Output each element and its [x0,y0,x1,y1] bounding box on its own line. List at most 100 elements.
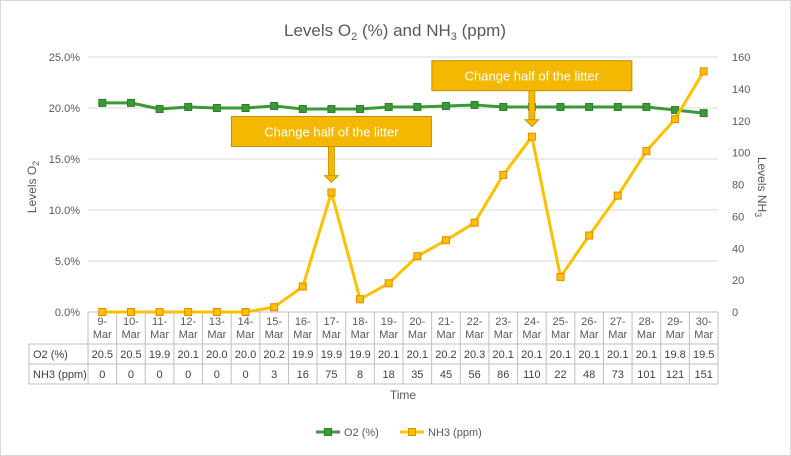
data-point-marker [642,102,651,111]
x-tick-label-month: Mar [207,329,226,341]
data-point-marker [671,106,680,115]
y-right-tick-label: 140 [732,84,750,96]
legend-marker [324,428,332,436]
x-tick-label: 29-Mar [666,316,685,341]
table-cell: 73 [612,369,624,381]
x-tick-label: 30-Mar [694,316,713,341]
x-tick-label-month: Mar [265,329,284,341]
x-tick-label-day: 26- [581,316,597,328]
x-tick-label-month: Mar [322,329,341,341]
x-tick-label-day: 17- [323,316,339,328]
table-cell: 19.5 [693,349,714,361]
data-point-marker [184,102,193,111]
data-point-marker [613,102,622,111]
table-row-label: O2 (%) [33,349,68,361]
callout-text: Change half of the litter [264,124,399,139]
data-point-marker [298,282,307,291]
data-point-marker [470,218,479,227]
y-right-tick-label: 0 [732,307,738,319]
x-tick-label: 11-Mar [150,316,169,341]
callout-arrow-head [323,175,340,184]
table-cell: 0 [242,369,248,381]
table-cell: 110 [523,369,541,381]
table-cell: 121 [666,369,684,381]
table-cell: 19.9 [292,349,313,361]
table-cell: 20.1 [521,349,542,361]
x-tick-label: 13-Mar [207,316,226,341]
x-tick-label-month: Mar [408,329,427,341]
x-tick-label-month: Mar [150,329,169,341]
y-right-tick-label: 100 [732,148,750,160]
series-lines [98,67,708,316]
table-cell: 75 [325,369,337,381]
x-tick-label-day: 12- [180,316,196,328]
data-point-marker [556,102,565,111]
y-axis-right: 0 20 40 60 80 100 120 140 160 [732,52,750,319]
data-point-marker [298,105,307,114]
table-cell: 19.9 [349,349,370,361]
callout-box [230,115,432,147]
data-point-marker [499,170,508,179]
table-cell: 20.1 [578,349,599,361]
data-point-marker [527,132,536,141]
x-tick-label: 22-Mar [465,316,484,341]
data-point-marker [413,252,422,261]
table-cell: 20.1 [636,349,657,361]
x-tick-label: 18-Mar [351,316,370,341]
legend-marker [408,428,416,436]
table-cell: 35 [411,369,423,381]
table-cell: 20.1 [493,349,514,361]
x-tick-label-day: 19- [381,316,397,328]
x-tick-label-day: 9- [97,316,107,328]
legend-item: O2 (%) [316,427,379,439]
table-cell: 20.1 [607,349,628,361]
x-axis-label: Time [390,388,417,402]
table-cell: 20.1 [178,349,199,361]
callout-arrow-head [523,119,540,128]
y-left-tick-label: 10.0% [49,205,80,217]
x-tick-label: 9-Mar [93,316,112,341]
data-point-marker [327,188,336,197]
x-tick-label-month: Mar [522,329,541,341]
data-point-marker [356,105,365,114]
table-cell: 19.8 [664,349,685,361]
data-point-marker [98,98,107,107]
data-point-marker [126,308,135,316]
table-cell: 0 [99,369,105,381]
x-tick-label-month: Mar [494,329,513,341]
callout-box [431,60,633,92]
callout-text: Change half of the litter [465,69,600,84]
data-point-marker [155,308,164,316]
legend-item: NH3 (ppm) [400,427,482,439]
data-point-marker [613,191,622,200]
x-tick-label-month: Mar [637,329,656,341]
table-cell: 20.5 [92,349,113,361]
x-tick-label-day: 16- [295,316,311,328]
x-tick-label-day: 27- [610,316,626,328]
data-point-marker [699,67,708,76]
y-axis-left: 0.0% 5.0% 10.0% 15.0% 20.0% 25.0% [49,52,80,319]
data-point-marker [413,102,422,111]
table-cell: 20.2 [263,349,284,361]
series-line-1 [102,70,705,314]
table-cell: 86 [497,369,509,381]
data-point-marker [470,100,479,109]
data-point-marker [671,115,680,124]
x-tick-label-day: 15- [266,316,282,328]
callout-arrow-shaft [328,146,335,177]
x-tick-label-day: 14- [238,316,254,328]
table-cell: 48 [583,369,595,381]
data-point-marker [556,272,565,281]
x-tick-label-day: 10- [123,316,139,328]
x-tick-label-month: Mar [551,329,570,341]
table-cell: 0 [128,369,134,381]
x-tick-label-day: 21- [438,316,454,328]
table-row-label: NH3 (ppm) [33,369,87,381]
x-tick-label-month: Mar [293,329,312,341]
y-right-tick-label: 40 [732,243,744,255]
chart-title: Levels O2 (%) and NH3 (ppm) [284,21,506,43]
callout-arrow-shaft [528,90,536,122]
table-cell: 56 [468,369,480,381]
